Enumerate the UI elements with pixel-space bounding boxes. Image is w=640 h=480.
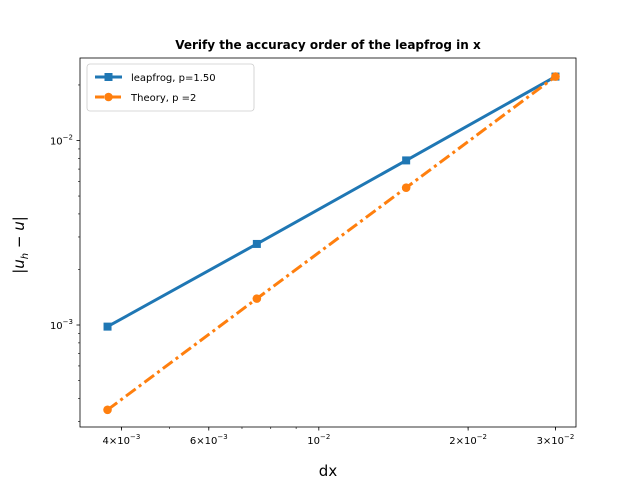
series-line-2 <box>106 75 557 412</box>
y-axis-ticks: 10−3 10−2 <box>50 84 80 422</box>
series-2-point <box>551 72 560 81</box>
legend-box <box>86 63 255 112</box>
x-tick-label: 10−2 <box>307 433 330 447</box>
legend-marker-2 <box>104 92 113 102</box>
series-1-point <box>252 239 261 248</box>
y-axis-label: |uh − u| <box>10 216 31 274</box>
series-2-point <box>401 183 411 192</box>
axes-frame <box>79 57 577 428</box>
legend-label-1: leapfrog, p=1.50 <box>131 73 216 84</box>
legend: leapfrog, p=1.50 Theory, p =2 <box>86 63 255 112</box>
series-2-point <box>252 294 262 303</box>
x-tick-label: 3×10−2 <box>537 433 575 447</box>
legend-marker-1 <box>104 73 113 81</box>
x-tick-label: 2×10−2 <box>449 433 487 447</box>
x-axis-label: dx <box>319 462 338 480</box>
y-tick-label: 10−3 <box>50 318 73 332</box>
y-tick-label: 10−2 <box>50 134 73 148</box>
series-2-point <box>103 405 112 415</box>
x-tick-label: 4×10−3 <box>103 433 141 447</box>
x-tick-label: 6×10−3 <box>190 433 228 447</box>
series-line-1 <box>106 75 557 328</box>
series-1-point <box>402 156 411 165</box>
series-1-point <box>103 322 112 331</box>
x-axis-ticks: 4×10−3 6×10−3 10−2 2×10−2 3×10−2 <box>103 427 575 447</box>
legend-label-2: Theory, p =2 <box>130 93 196 104</box>
plot-area <box>79 57 577 428</box>
chart-title: Verify the accuracy order of the leapfro… <box>175 38 481 52</box>
series-layer <box>103 72 560 415</box>
